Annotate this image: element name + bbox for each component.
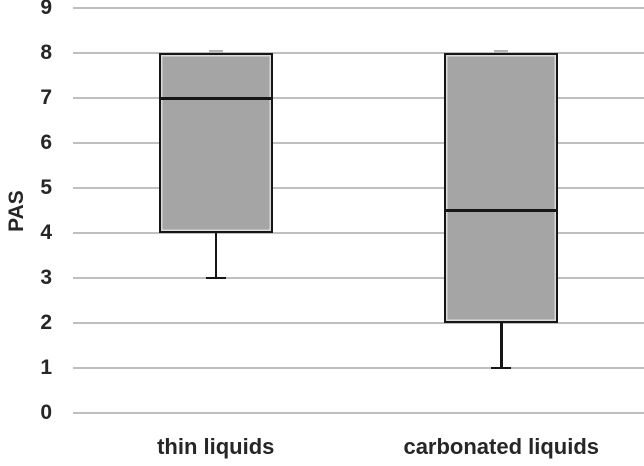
y-tick-label: 8 xyxy=(40,41,52,64)
gridline xyxy=(73,187,644,189)
max-whisker-notch xyxy=(208,50,223,53)
box-thin-liquids xyxy=(158,53,273,233)
gridline xyxy=(73,277,644,279)
box-carbonated-liquids xyxy=(444,53,559,323)
gridline xyxy=(73,52,644,54)
gridline xyxy=(73,367,644,369)
gridline xyxy=(73,412,644,414)
median-line xyxy=(158,96,273,100)
gridline xyxy=(73,322,644,324)
y-tick-label: 2 xyxy=(40,311,52,334)
gridline xyxy=(73,232,644,234)
y-axis-title: PAS xyxy=(5,189,28,232)
y-tick-label: 9 xyxy=(40,0,52,19)
max-whisker-notch xyxy=(494,50,509,53)
y-tick-label: 6 xyxy=(40,131,52,154)
y-tick-label: 0 xyxy=(40,401,52,424)
y-tick-label: 5 xyxy=(40,176,52,199)
y-tick-label: 7 xyxy=(40,86,52,109)
category-label: thin liquids xyxy=(157,434,275,459)
whisker-stem xyxy=(500,323,503,368)
y-tick-label: 1 xyxy=(40,356,52,379)
gridline xyxy=(73,97,644,99)
whisker-cap xyxy=(491,366,512,370)
whisker-cap xyxy=(205,276,226,280)
gridline xyxy=(73,7,644,9)
category-label: carbonated liquids xyxy=(403,434,600,459)
whisker-stem xyxy=(214,233,217,278)
gridline xyxy=(73,142,644,144)
y-tick-label: 4 xyxy=(40,221,52,244)
y-tick-label: 3 xyxy=(40,266,52,289)
median-line xyxy=(444,209,559,212)
